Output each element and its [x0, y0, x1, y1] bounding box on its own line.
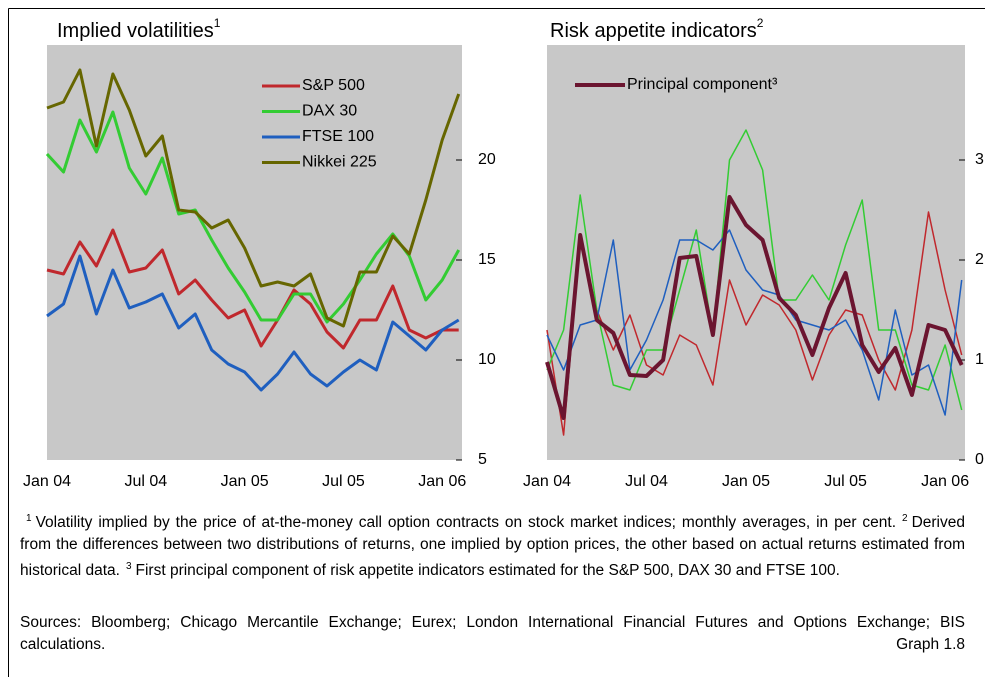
plot-area — [547, 45, 965, 460]
y-tick-label: 3 — [975, 151, 984, 168]
title-note: 1 — [214, 16, 221, 30]
note-text: Volatility implied by the price of at-th… — [35, 514, 897, 531]
legend-label: FTSE 100 — [302, 128, 374, 145]
series-line — [46, 228, 459, 350]
x-tick-label: Jul 04 — [124, 473, 167, 490]
chart-title: Risk appetite indicators2 — [550, 16, 764, 42]
y-tick-label: 5 — [478, 451, 487, 468]
note-marker: 2 — [902, 513, 908, 524]
series-line — [545, 195, 964, 420]
x-tick-label: Jan 05 — [722, 473, 770, 490]
note-marker: 1 — [26, 513, 32, 524]
sources: Sources: Bloomberg; Chicago Mercantile E… — [20, 614, 965, 653]
series-line — [46, 68, 461, 328]
x-tick-label: Jan 06 — [921, 473, 969, 490]
legend-label: S&P 500 — [302, 77, 365, 94]
note-marker: 3 — [125, 561, 132, 572]
x-tick-label: Jan 04 — [23, 473, 71, 490]
x-tick-label: Jan 05 — [221, 473, 269, 490]
y-tick-label: 20 — [478, 151, 496, 168]
legend-label: Nikkei 225 — [302, 154, 377, 171]
x-tick-label: Jan 04 — [523, 473, 571, 490]
y-tick-label: 10 — [478, 351, 496, 368]
y-tick-label: 0 — [975, 451, 984, 468]
note-text: Derived from the differences between two… — [20, 514, 965, 579]
y-tick-label: 1 — [975, 351, 984, 368]
chart-title-text: Risk appetite indicators — [550, 20, 757, 42]
x-tick-label: Jul 04 — [625, 473, 668, 490]
graph-label: Graph 1.8 — [896, 636, 965, 653]
y-tick-label: 2 — [975, 251, 984, 268]
x-tick-label: Jul 05 — [322, 473, 365, 490]
series-line — [546, 129, 963, 411]
x-tick-label: Jul 05 — [824, 473, 867, 490]
x-tick-label: Jan 06 — [418, 473, 466, 490]
series-line — [546, 229, 963, 416]
legend-label: Principal component³ — [627, 76, 778, 93]
legend-label: DAX 30 — [302, 103, 357, 120]
series-line — [45, 110, 461, 324]
series-line — [46, 254, 460, 392]
chart-title-text: Implied volatilities — [57, 20, 214, 42]
title-note: 2 — [757, 16, 764, 30]
plot-area — [47, 45, 462, 460]
footnotes: 1 Volatility implied by the price of at-t… — [20, 508, 965, 582]
chart-title: Implied volatilities1 — [57, 16, 221, 42]
note-text: First principal component of risk appeti… — [135, 562, 840, 579]
y-tick-label: 15 — [478, 251, 496, 268]
